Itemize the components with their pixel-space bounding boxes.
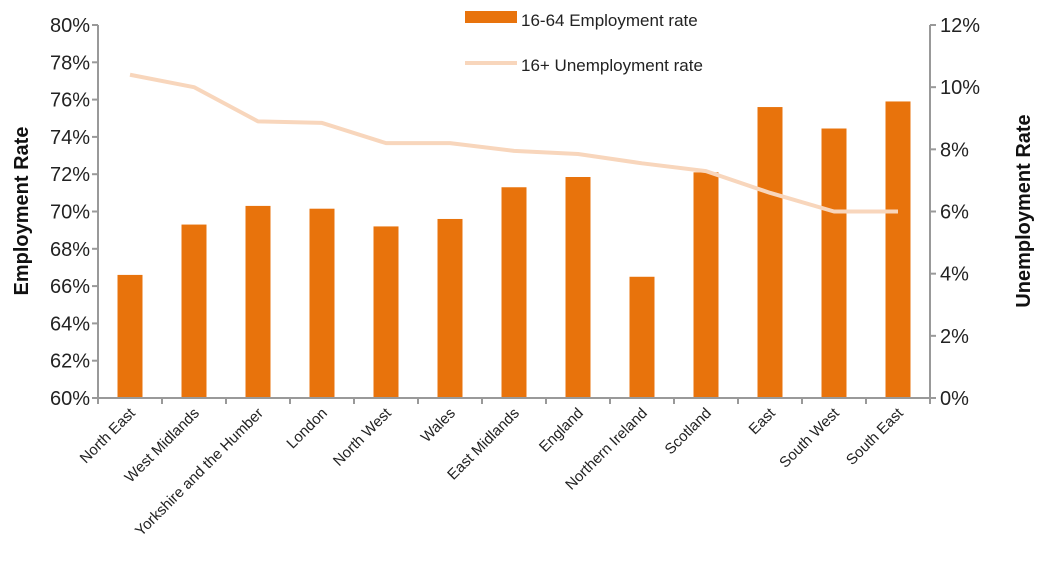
left-axis: 60% 62% 64% 66% 68% 70% 72% 74% 76% 78% 80% (50, 15, 99, 410)
line-layer (129, 72, 898, 214)
bar-4 (309, 208, 335, 398)
legend: 16-64 Employment rate 16+ Unemployment r… (465, 11, 703, 75)
bar-5 (373, 226, 399, 398)
left-tick-label: 68% (50, 239, 90, 261)
bar-1 (117, 274, 143, 398)
left-tick-label: 72% (50, 164, 90, 186)
right-tick-label: 0% (940, 388, 969, 410)
left-tick-label: 76% (50, 90, 90, 112)
bar-6 (437, 218, 463, 398)
bar-12 (821, 128, 847, 398)
category-label: England (536, 405, 587, 456)
right-axis-title: Unemployment Rate (1013, 114, 1035, 307)
category-label: South East (843, 404, 907, 468)
category-label: Yorkshire and the Humber (132, 405, 267, 540)
left-axis-title: Employment Rate (11, 127, 33, 296)
left-tick-label: 78% (50, 52, 90, 74)
bar-9 (629, 276, 655, 398)
category-label: South West (776, 404, 843, 471)
category-label: Wales (418, 405, 459, 446)
right-axis: 0% 2% 4% 6% 8% 10% 12% (929, 15, 980, 410)
category-label: East (746, 404, 780, 438)
left-tick-label: 70% (50, 202, 90, 224)
legend-swatch-employment (465, 11, 517, 23)
right-tick-label: 6% (940, 202, 969, 224)
left-tick-label: 62% (50, 351, 90, 373)
bar-2 (181, 224, 207, 398)
bar-7 (501, 187, 527, 398)
left-tick-label: 60% (50, 388, 90, 410)
right-tick-label: 12% (940, 15, 980, 37)
bar-10 (693, 172, 719, 398)
bar-8 (565, 177, 591, 398)
category-label: London (283, 405, 330, 452)
category-label: North East (77, 404, 140, 467)
right-tick-label: 8% (940, 139, 969, 161)
left-tick-label: 80% (50, 15, 90, 37)
bars-layer (117, 101, 911, 399)
legend-label-unemployment: 16+ Unemployment rate (521, 56, 703, 75)
right-tick-label: 2% (940, 326, 969, 348)
category-label: North West (330, 404, 395, 469)
bar-11 (757, 107, 783, 398)
left-tick-label: 74% (50, 127, 90, 149)
bar-13 (885, 101, 911, 399)
unemployment-line (129, 72, 898, 214)
left-tick-label: 66% (50, 276, 90, 298)
right-tick-label: 4% (940, 264, 969, 286)
right-tick-label: 10% (940, 77, 980, 99)
legend-label-employment: 16-64 Employment rate (521, 11, 698, 30)
bar-3 (245, 205, 271, 398)
category-label: Scotland (662, 405, 715, 458)
left-tick-label: 64% (50, 313, 90, 335)
